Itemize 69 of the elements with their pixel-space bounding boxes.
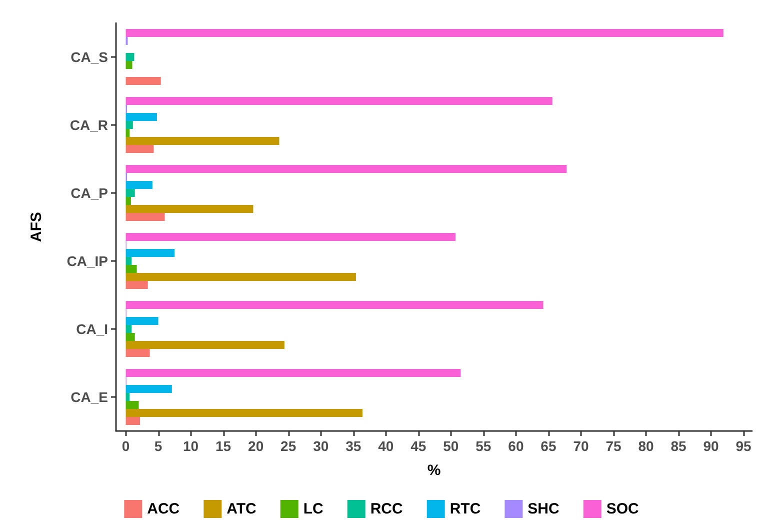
- y-tick-label: CA_I: [76, 321, 108, 337]
- bar: [126, 417, 140, 425]
- x-tick-label: 70: [573, 438, 589, 454]
- y-tick-label: CA_P: [70, 185, 108, 201]
- bar: [126, 401, 139, 409]
- y-tick-label: CA_S: [70, 49, 108, 65]
- x-tick-label: 55: [476, 438, 492, 454]
- bar: [126, 369, 461, 377]
- bar: [126, 385, 172, 393]
- bar: [126, 257, 132, 265]
- bar: [126, 53, 134, 61]
- y-tick-label: CA_R: [70, 117, 108, 133]
- x-tick-label: 5: [154, 438, 162, 454]
- x-tick-label: 35: [346, 438, 362, 454]
- x-tick-label: 65: [540, 438, 556, 454]
- legend-label: ATC: [226, 500, 257, 518]
- x-tick-label: 45: [410, 438, 426, 454]
- bar: [126, 121, 133, 129]
- bar: [126, 129, 130, 137]
- bar: [126, 29, 724, 37]
- x-tick-label: 90: [703, 438, 720, 454]
- legend-label: LC: [303, 500, 324, 518]
- bar: [126, 77, 161, 85]
- bar: [126, 213, 165, 221]
- x-tick-label: 80: [638, 438, 654, 454]
- bar: [126, 165, 567, 173]
- x-tick-label: 15: [216, 438, 232, 454]
- bar: [126, 265, 137, 273]
- x-tick-label: 20: [248, 438, 264, 454]
- legend-label: SHC: [528, 500, 560, 518]
- x-tick-label: 30: [313, 438, 329, 454]
- y-axis-title: AFS: [28, 212, 45, 242]
- bar: [126, 409, 362, 417]
- bar: [126, 249, 175, 257]
- legend-label: ACC: [147, 500, 180, 518]
- bar: [126, 393, 130, 401]
- legend-label: RTC: [450, 500, 481, 518]
- x-tick-label: 75: [606, 438, 622, 454]
- bar: [126, 113, 157, 121]
- x-axis-title: %: [427, 462, 441, 479]
- x-tick-label: 0: [122, 438, 130, 454]
- legend-label: SOC: [606, 500, 640, 518]
- bar: [126, 317, 158, 325]
- y-tick-label: CA_E: [70, 389, 108, 405]
- x-tick-label: 10: [182, 438, 199, 454]
- bar: [126, 281, 148, 289]
- legend-label: RCC: [370, 500, 404, 518]
- x-tick-label: 85: [670, 438, 687, 454]
- y-tick-label: CA_IP: [66, 253, 108, 269]
- x-tick-label: 25: [280, 438, 296, 454]
- bar: [126, 61, 132, 69]
- bar: [126, 197, 131, 205]
- bar: [126, 145, 154, 153]
- x-tick-label: 40: [378, 438, 394, 454]
- bar: [126, 301, 544, 309]
- bar: [126, 333, 135, 341]
- bar: [126, 349, 150, 357]
- bar: [126, 325, 132, 333]
- bar: [126, 273, 356, 281]
- bar: [126, 137, 280, 145]
- x-tick-label: 95: [736, 438, 752, 454]
- bar: [126, 97, 552, 105]
- x-tick-label: 50: [443, 438, 459, 454]
- x-tick-label: 60: [508, 438, 524, 454]
- bar: [126, 233, 456, 241]
- bar: [126, 181, 152, 189]
- bar: [126, 341, 284, 349]
- bar: [126, 205, 254, 213]
- bar: [126, 189, 135, 197]
